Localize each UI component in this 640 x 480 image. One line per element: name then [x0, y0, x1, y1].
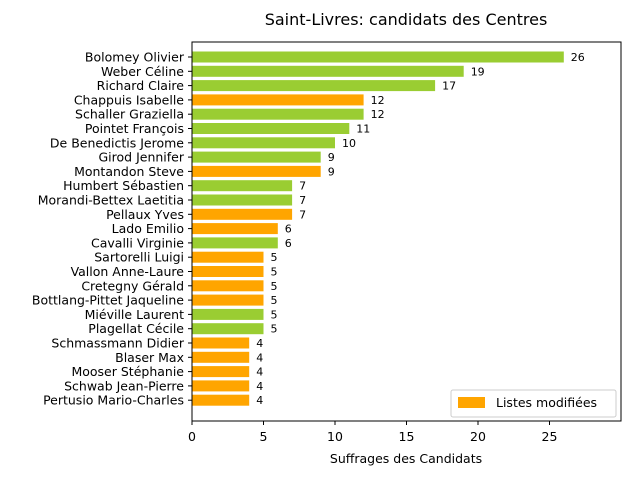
bar: [192, 51, 564, 63]
category-label: Blaser Max: [115, 350, 184, 365]
value-label: 5: [271, 251, 278, 264]
value-label: 7: [299, 194, 306, 207]
bar: [192, 266, 264, 277]
value-label: 4: [256, 394, 263, 407]
value-label: 7: [299, 180, 306, 193]
x-tick-label: 10: [327, 429, 343, 444]
category-label: Miéville Laurent: [85, 307, 184, 322]
value-label: 4: [256, 351, 263, 364]
bar: [192, 351, 250, 363]
value-label: 12: [371, 108, 385, 121]
chart-title: Saint-Livres: candidats des Centres: [265, 10, 548, 29]
bar: [192, 308, 264, 320]
value-label: 26: [571, 51, 585, 64]
bar: [192, 108, 364, 120]
value-label: 12: [371, 94, 385, 107]
category-label: Vallon Anne-Laure: [71, 264, 185, 279]
category-label: Pellaux Yves: [106, 207, 184, 222]
bar: [192, 337, 250, 349]
category-label: Bottlang-Pittet Jaqueline: [32, 293, 184, 308]
value-label: 4: [256, 380, 263, 393]
value-label: 10: [342, 137, 356, 150]
category-label: Humbert Sébastien: [63, 178, 184, 193]
bars-group: [192, 51, 564, 406]
bar: [192, 151, 321, 163]
value-label: 19: [471, 65, 485, 78]
legend-box: [450, 389, 617, 418]
bar: [192, 94, 364, 106]
category-label: Cretegny Gérald: [81, 278, 184, 293]
legend: Listes modifiées: [450, 389, 617, 418]
x-axis-label: Suffrages des Candidats: [330, 451, 482, 466]
x-tick-label: 20: [470, 429, 486, 444]
value-label: 5: [271, 294, 278, 307]
x-tick-label: 25: [542, 429, 558, 444]
category-label: Schaller Graziella: [75, 107, 184, 122]
category-label: Lado Emilio: [112, 221, 184, 236]
category-label: Sartorelli Luigi: [94, 250, 184, 265]
value-label: 6: [285, 237, 292, 250]
x-tick-label: 0: [188, 429, 196, 444]
value-label: 17: [442, 80, 456, 93]
x-axis-ticks: 0 5 10 15 20 25: [188, 421, 557, 444]
value-label: 5: [271, 323, 278, 336]
category-label: Richard Claire: [97, 78, 185, 93]
bar: [192, 208, 293, 220]
category-label: Weber Céline: [101, 64, 184, 79]
category-label: Plagellat Cécile: [88, 321, 184, 336]
value-label: 9: [328, 151, 335, 164]
x-tick-label: 5: [260, 429, 268, 444]
category-label: Cavalli Virginie: [91, 235, 184, 250]
value-label: 11: [356, 123, 370, 136]
category-label: De Benedictis Jerome: [50, 135, 184, 150]
bar: [192, 123, 350, 134]
bar: [192, 165, 321, 177]
x-tick-label: 15: [399, 429, 415, 444]
plot-frame: [191, 41, 622, 422]
value-label: 7: [299, 208, 306, 221]
bar: [192, 194, 293, 206]
category-label: Schmassmann Didier: [51, 336, 184, 351]
bar: [192, 65, 464, 77]
category-label: Morandi-Bettex Laetitia: [38, 193, 184, 208]
bar: [192, 251, 264, 263]
value-label: 6: [285, 223, 292, 236]
category-label: Schwab Jean-Pierre: [64, 378, 184, 393]
bar: [192, 180, 293, 192]
value-label: 5: [271, 308, 278, 321]
bar: [192, 237, 278, 249]
value-label: 9: [328, 165, 335, 178]
value-label: 5: [271, 266, 278, 279]
bar: [192, 294, 264, 306]
bar: [192, 80, 436, 92]
legend-swatch-modified: [458, 397, 485, 408]
bar: [192, 323, 264, 335]
value-label: 4: [256, 366, 263, 379]
bar: [192, 366, 250, 378]
category-label: Mooser Stéphanie: [71, 364, 184, 379]
category-label: Pertusio Mario-Charles: [43, 393, 184, 408]
value-label: 5: [271, 280, 278, 293]
category-label: Montandon Steve: [74, 164, 184, 179]
category-label: Bolomey Olivier: [85, 50, 185, 65]
bar: [192, 280, 264, 292]
bar: [192, 380, 250, 392]
category-label: Girod Jennifer: [98, 150, 184, 165]
bar: [192, 394, 250, 406]
bar: [192, 223, 278, 235]
bar: [192, 137, 335, 149]
legend-label-modified: Listes modifiées: [496, 395, 597, 410]
category-label: Pointet François: [85, 121, 184, 136]
category-label: Chappuis Isabelle: [74, 92, 184, 107]
value-label: 4: [256, 337, 263, 350]
